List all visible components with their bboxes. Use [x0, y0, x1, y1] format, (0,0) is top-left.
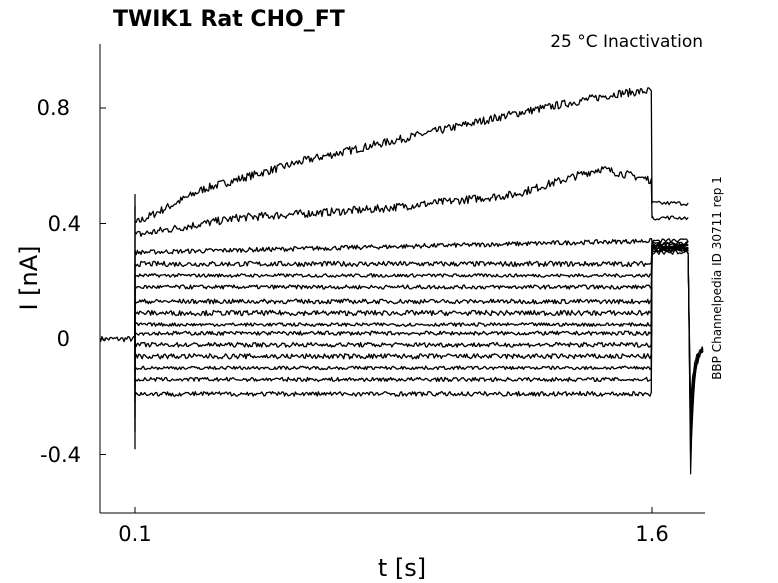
y-axis-label: I [nA] — [15, 245, 43, 310]
tick-marks — [100, 107, 653, 513]
sweep-trace-8 — [134, 244, 689, 349]
channelpedia-side-label: BBP Channelpedia ID 30711 rep 1 — [710, 176, 724, 380]
y-tick-label-minus-0.4: -0.4 — [40, 443, 81, 467]
sweep-trace-3 — [134, 237, 689, 339]
sweep-trace-4 — [134, 241, 689, 339]
axes-frame — [99, 44, 705, 514]
sweep-trace-13 — [134, 247, 689, 418]
recovery-trace-5 — [687, 263, 704, 404]
x-tick-label-1.6: 1.6 — [635, 522, 668, 546]
x-tick-label-0.1: 0.1 — [118, 522, 151, 546]
sweep-trace-7 — [134, 241, 689, 339]
condition-label: 25 °C Inactivation — [550, 32, 703, 52]
sweep-trace-15 — [134, 249, 689, 450]
x-axis-label: t [s] — [378, 554, 426, 582]
sweep-trace-9 — [134, 244, 689, 363]
sweep-trace-6 — [134, 241, 689, 339]
sweep-trace-5 — [134, 243, 689, 339]
baseline-trace — [99, 335, 136, 343]
y-tick-label-0.4: 0.4 — [48, 212, 81, 236]
sweep-trace-12 — [134, 246, 689, 404]
sweep-trace-14 — [134, 247, 689, 433]
sweep-trace-11 — [134, 246, 689, 389]
recovery-trace-4 — [687, 260, 704, 424]
y-tick-label-0.8: 0.8 — [37, 96, 70, 120]
current-traces — [99, 87, 704, 475]
sweep-trace-10 — [134, 243, 689, 375]
chart-title: TWIK1 Rat CHO_FT — [113, 7, 345, 32]
y-tick-label-0: 0 — [57, 327, 70, 351]
sweep-trace-1 — [134, 87, 689, 339]
sweep-trace-2 — [134, 166, 689, 339]
